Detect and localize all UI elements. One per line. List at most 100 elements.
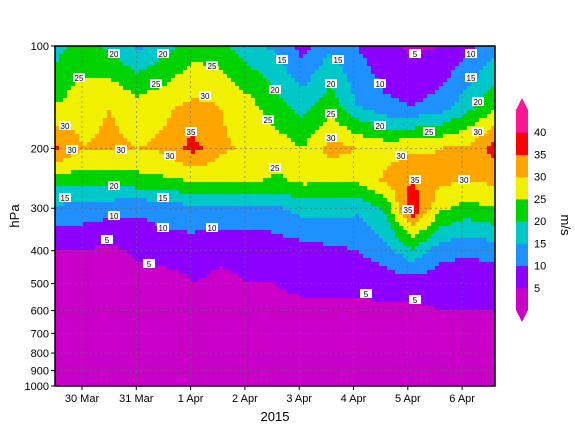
heatmap-cell	[443, 194, 448, 199]
heatmap-cell	[291, 210, 296, 215]
heatmap-cell	[463, 150, 468, 155]
heatmap-cell	[455, 150, 460, 155]
heatmap-cell	[411, 82, 416, 87]
heatmap-cell	[135, 142, 140, 147]
heatmap-cell	[267, 58, 272, 63]
heatmap-cell	[431, 174, 436, 179]
heatmap-cell	[287, 142, 292, 147]
heatmap-cell	[99, 198, 104, 203]
heatmap-cell	[87, 62, 92, 67]
heatmap-cell	[123, 170, 128, 175]
heatmap-cell	[251, 162, 256, 167]
heatmap-cell	[87, 110, 92, 115]
heatmap-cell	[335, 134, 340, 139]
heatmap-cell	[79, 58, 84, 63]
heatmap-cell	[271, 154, 276, 159]
heatmap-cell	[207, 78, 212, 83]
heatmap-cell	[391, 90, 396, 95]
heatmap-cell	[87, 114, 92, 119]
heatmap-cell	[467, 90, 472, 95]
heatmap-cell	[167, 82, 172, 87]
heatmap-cell	[387, 134, 392, 139]
heatmap-cell	[275, 182, 280, 187]
heatmap-cell	[239, 174, 244, 179]
heatmap-cell	[255, 78, 260, 83]
heatmap-cell	[399, 214, 404, 219]
heatmap-cell	[155, 158, 160, 163]
heatmap-cell	[419, 118, 424, 123]
heatmap-cell	[291, 94, 296, 99]
heatmap-cell	[235, 126, 240, 131]
heatmap-cell	[191, 78, 196, 83]
heatmap-cell	[195, 54, 200, 59]
heatmap-cell	[95, 202, 100, 207]
heatmap-cell	[303, 46, 308, 51]
heatmap-cell	[447, 134, 452, 139]
heatmap-cell	[347, 98, 352, 103]
heatmap-cell	[295, 154, 300, 159]
heatmap-cell	[371, 222, 376, 227]
heatmap-cell	[59, 74, 64, 79]
heatmap-cell	[207, 126, 212, 131]
heatmap-cell	[295, 54, 300, 59]
heatmap-cell	[251, 86, 256, 91]
heatmap-cell	[403, 142, 408, 147]
heatmap-cell	[115, 226, 120, 231]
heatmap-cell	[419, 150, 424, 155]
heatmap-cell	[395, 222, 400, 227]
heatmap-cell	[63, 162, 68, 167]
heatmap-cell	[443, 166, 448, 171]
heatmap-cell	[199, 70, 204, 75]
heatmap-cell	[179, 86, 184, 91]
heatmap-cell	[459, 198, 464, 203]
heatmap-cell	[275, 222, 280, 227]
heatmap-cell	[207, 194, 212, 199]
heatmap-cell	[135, 126, 140, 131]
heatmap-cell	[271, 202, 276, 207]
heatmap-cell	[267, 82, 272, 87]
heatmap-cell	[235, 210, 240, 215]
heatmap-cell	[95, 110, 100, 115]
heatmap-cell	[147, 202, 152, 207]
heatmap-cell	[215, 114, 220, 119]
heatmap-cell	[167, 102, 172, 107]
heatmap-cell	[375, 86, 380, 91]
heatmap-cell	[339, 66, 344, 71]
heatmap-cell	[167, 66, 172, 71]
heatmap-cell	[91, 182, 96, 187]
heatmap-cell	[279, 166, 284, 171]
heatmap-cell	[299, 126, 304, 131]
heatmap-cell	[123, 130, 128, 135]
heatmap-cell	[459, 86, 464, 91]
heatmap-cell	[375, 186, 380, 191]
heatmap-cell	[335, 166, 340, 171]
heatmap-cell	[287, 86, 292, 91]
heatmap-cell	[403, 178, 408, 183]
heatmap-cell	[435, 118, 440, 123]
heatmap-cell	[423, 50, 428, 55]
heatmap-cell	[435, 78, 440, 83]
heatmap-cell	[447, 222, 452, 227]
heatmap-cell	[403, 70, 408, 75]
heatmap-cell	[231, 90, 236, 95]
heatmap-cell	[403, 122, 408, 127]
heatmap-cell	[435, 182, 440, 187]
heatmap-cell	[119, 174, 124, 179]
heatmap-cell	[231, 186, 236, 191]
heatmap-cell	[75, 190, 80, 195]
heatmap-cell	[383, 94, 388, 99]
heatmap-cell	[83, 170, 88, 175]
heatmap-cell	[235, 166, 240, 171]
heatmap-cell	[459, 90, 464, 95]
heatmap-cell	[291, 146, 296, 151]
heatmap-cell	[227, 90, 232, 95]
heatmap-cell	[315, 202, 320, 207]
heatmap-cell	[251, 142, 256, 147]
heatmap-cell	[259, 122, 264, 127]
heatmap-cell	[75, 162, 80, 167]
heatmap-cell	[219, 78, 224, 83]
heatmap-cell	[151, 218, 156, 223]
heatmap-cell	[311, 186, 316, 191]
heatmap-cell	[467, 58, 472, 63]
heatmap-cell	[387, 74, 392, 79]
